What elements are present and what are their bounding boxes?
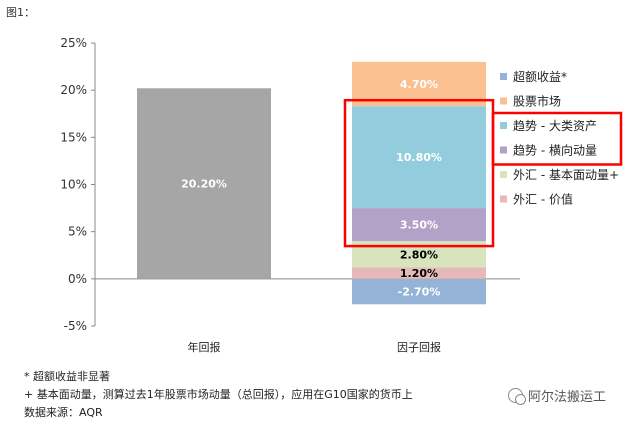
data-label: 20.20% xyxy=(181,178,227,191)
data-label: 2.80% xyxy=(400,248,438,261)
wechat-icon xyxy=(508,388,526,405)
legend-swatch xyxy=(500,146,507,154)
bar-segment xyxy=(137,88,271,279)
figure-label: 图1： xyxy=(6,6,35,19)
legend-swatch xyxy=(500,97,507,105)
y-tick-label: 5% xyxy=(68,225,87,239)
y-tick-label: 15% xyxy=(60,130,87,144)
legend-label: 股票市场 xyxy=(513,94,561,109)
bar-segment xyxy=(352,278,486,305)
legend-swatch xyxy=(500,195,507,203)
legend-swatch xyxy=(500,73,507,80)
y-tick-label: 20% xyxy=(60,83,87,97)
legend-label: 外汇 - 价值 xyxy=(513,192,573,207)
y-tick-label: -5% xyxy=(64,319,87,333)
bar-segment xyxy=(352,61,486,107)
legend-label: 趋势 - 大类资产 xyxy=(513,119,597,133)
bar-segment xyxy=(352,267,486,279)
footnote-momentum: + 基本面动量，测算过去1年股票市场动量（总回报），应用在G10国家的货币上 xyxy=(24,388,413,401)
category-label: 年回报 xyxy=(188,340,221,354)
highlight-box-bars xyxy=(343,98,495,248)
y-tick-label: 0% xyxy=(68,272,87,286)
y-tick-label: 25% xyxy=(60,36,87,50)
legend-label: 超额收益* xyxy=(513,69,567,84)
bar-segment xyxy=(352,106,486,209)
data-label: 3.50% xyxy=(400,219,438,232)
legend-swatch xyxy=(500,171,507,178)
legend-label: 趋势 - 横向动量 xyxy=(513,143,597,158)
data-label: 10.80% xyxy=(396,151,442,164)
data-label: 1.20% xyxy=(400,267,438,280)
highlight-box-legend xyxy=(491,111,623,166)
data-label: 4.70% xyxy=(400,78,438,91)
category-label: 因子回报 xyxy=(397,340,441,354)
stacked-bar-chart: -5% 0% 5% 10% 15% 20% 25% 年回报 因子回报 20.20% -2.70% 1.… xyxy=(60,36,623,354)
watermark: 阿尔法搬运工 xyxy=(508,386,606,405)
y-tick-label: 10% xyxy=(60,178,87,192)
data-label: -2.70% xyxy=(398,286,441,299)
watermark-text: 阿尔法搬运工 xyxy=(528,390,607,405)
legend-label: 外汇 - 基本面动量+ xyxy=(513,168,619,182)
legend-swatch xyxy=(500,122,507,129)
footnote-source: 数据来源：AQR xyxy=(24,406,103,419)
bar-segment xyxy=(352,208,486,242)
footnote-significance: * 超额收益非显著 xyxy=(24,370,110,383)
